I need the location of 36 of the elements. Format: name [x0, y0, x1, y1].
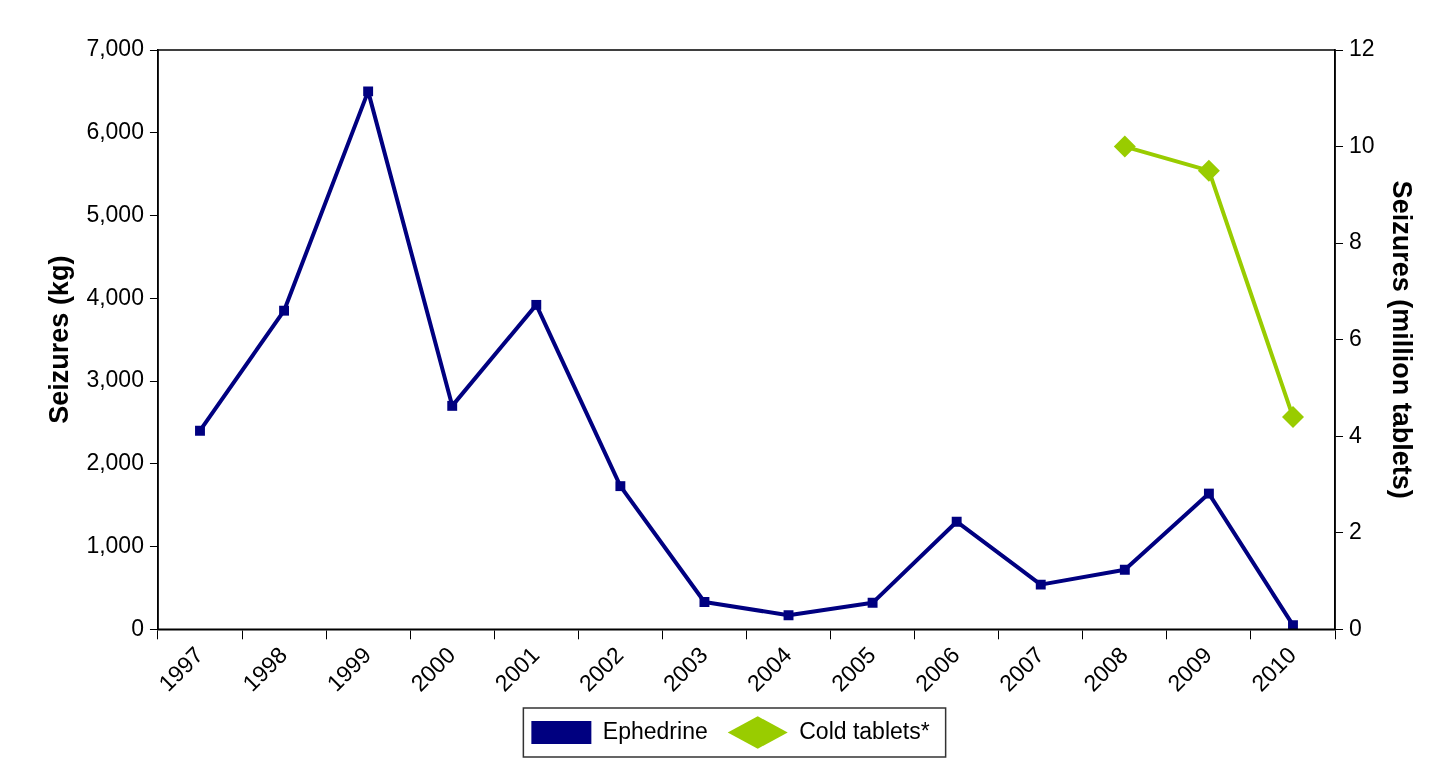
y-tick-label: 6,000	[86, 118, 144, 145]
y2-axis-title: Seizures (million tablets)	[1387, 180, 1418, 499]
point	[699, 597, 710, 607]
y-tick-label: 5,000	[86, 200, 144, 227]
y-axis-title: Seizures (kg)	[43, 255, 74, 424]
point	[531, 299, 542, 310]
point	[447, 400, 458, 411]
point	[951, 516, 962, 527]
point	[783, 610, 794, 621]
y-tick-label: 2,000	[86, 449, 144, 476]
point	[1119, 564, 1130, 575]
y2-tick-label: 8	[1349, 228, 1362, 255]
y2-tick-label: 0	[1349, 614, 1362, 641]
y2-tick-label: 12	[1349, 35, 1375, 62]
y-tick-label: 3,000	[86, 366, 144, 393]
point	[615, 481, 626, 492]
legend-label: Cold tablets*	[799, 717, 930, 744]
y-tick-label: 4,000	[86, 283, 144, 310]
point	[279, 305, 290, 316]
y2-tick-label: 6	[1349, 325, 1362, 351]
point	[1197, 159, 1220, 182]
y-tick-label: 7,000	[86, 35, 144, 62]
point	[1113, 135, 1136, 158]
point	[363, 86, 374, 97]
point	[867, 597, 878, 608]
y2-tick-label: 4	[1349, 421, 1363, 448]
y2-tick-label: 2	[1349, 518, 1362, 545]
point	[1281, 405, 1304, 428]
y-tick-label: 0	[131, 614, 144, 641]
point	[1288, 620, 1298, 630]
y2-tick-label: 10	[1349, 131, 1375, 158]
point	[1035, 579, 1046, 590]
y-tick-label: 1,000	[86, 531, 144, 558]
point	[1203, 488, 1214, 499]
legend-label: Ephedrine	[602, 717, 708, 744]
point	[195, 425, 205, 436]
